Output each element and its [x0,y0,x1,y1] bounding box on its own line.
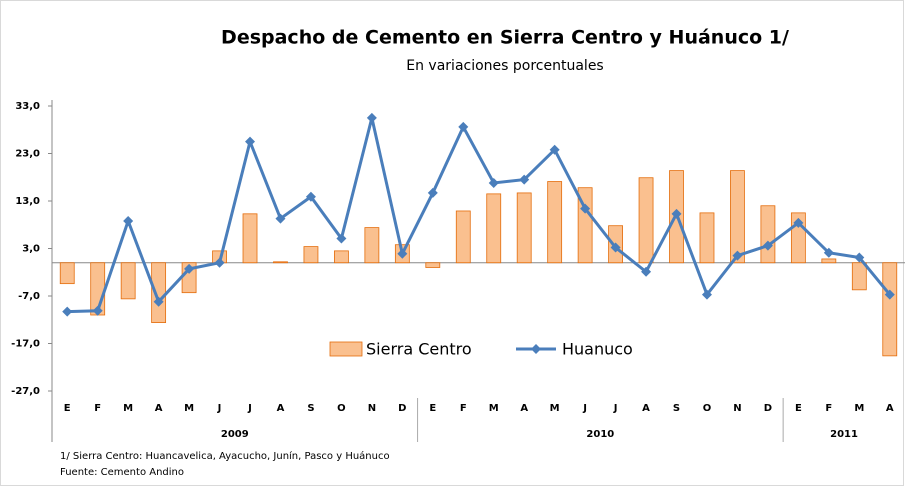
x-tick-label: M [550,403,560,414]
x-tick-label: F [94,403,101,414]
x-tick-label: E [795,403,802,414]
legend-swatch [531,344,541,354]
marker [366,112,377,123]
marker [854,252,865,263]
marker [458,121,469,132]
x-tick-label: A [277,403,285,414]
bar [760,205,776,264]
marker [519,174,530,185]
bar [730,170,745,264]
x-tick-label: A [155,403,163,414]
marker [275,213,286,224]
marker [184,263,195,274]
marker [123,215,134,226]
bar [273,261,288,264]
marker [336,233,347,244]
chart-subtitle: En variaciones porcentuales [406,58,603,74]
marker [305,191,316,202]
marker [488,177,499,188]
y-tick-label: 3,0 [22,244,40,255]
year-label: 2011 [830,429,858,440]
chart-title: Despacho de Cemento en Sierra Centro y H… [221,27,789,49]
bar [699,212,715,264]
marker [793,217,804,228]
bar [547,181,563,264]
marker [549,144,560,155]
legend-label: Sierra Centro [366,340,472,359]
marker [762,240,773,251]
x-tick-label: M [854,403,864,414]
x-tick-label: N [368,403,376,414]
x-tick-label: A [642,403,650,414]
x-tick-label: F [825,403,832,414]
x-tick-label: J [217,403,222,414]
y-tick-label: 23,0 [15,149,40,160]
y-tick-label: -7,0 [18,291,40,302]
bar [882,262,898,357]
footnote: 1/ Sierra Centro: Huancavelica, Ayacucho… [60,450,390,462]
x-tick-label: D [398,403,406,414]
x-tick-label: N [733,403,741,414]
x-tick-label: A [886,403,894,414]
marker [214,257,225,268]
x-tick-label: M [123,403,133,414]
x-tick-label: S [673,403,680,414]
marker [701,289,712,300]
marker [671,208,682,219]
x-tick-label: E [64,403,71,414]
x-tick-label: F [460,403,467,414]
y-tick-label: 33,0 [15,101,40,112]
bar [638,177,654,264]
marker [92,305,103,316]
bar [851,262,867,291]
x-tick-label: M [184,403,194,414]
y-tick-label: -17,0 [11,339,40,350]
marker [732,250,743,261]
marker [641,266,652,277]
year-label: 2009 [221,429,249,440]
bar [577,187,593,264]
x-tick-label: J [247,403,252,414]
bar [334,250,349,264]
year-label: 2010 [586,429,614,440]
bar [425,262,441,268]
x-tick-label: S [307,403,314,414]
y-tick-label: -27,0 [11,386,40,397]
bar [455,210,471,264]
marker [884,289,895,300]
bar [364,227,380,264]
legend-label: Huanuco [562,340,633,359]
bar [486,193,502,264]
bar [516,192,532,264]
bar [303,246,319,264]
footnote: Fuente: Cemento Andino [60,467,184,478]
bar [821,258,837,264]
marker [245,136,256,147]
marker [62,306,73,317]
x-tick-label: J [582,403,587,414]
x-tick-label: O [703,403,712,414]
x-tick-label: M [489,403,499,414]
bar [120,262,136,300]
x-tick-label: A [520,403,528,414]
marker [610,242,621,253]
marker [153,296,164,307]
y-tick-label: 13,0 [15,196,40,207]
x-tick-label: J [613,403,618,414]
marker [397,248,408,259]
x-tick-label: O [337,403,346,414]
marker [580,203,591,214]
legend-swatch [329,341,363,357]
bar [59,262,75,285]
x-tick-label: D [764,403,772,414]
line [67,117,891,314]
bar [242,213,258,264]
x-tick-label: E [429,403,436,414]
marker [823,247,834,258]
marker [427,187,438,198]
